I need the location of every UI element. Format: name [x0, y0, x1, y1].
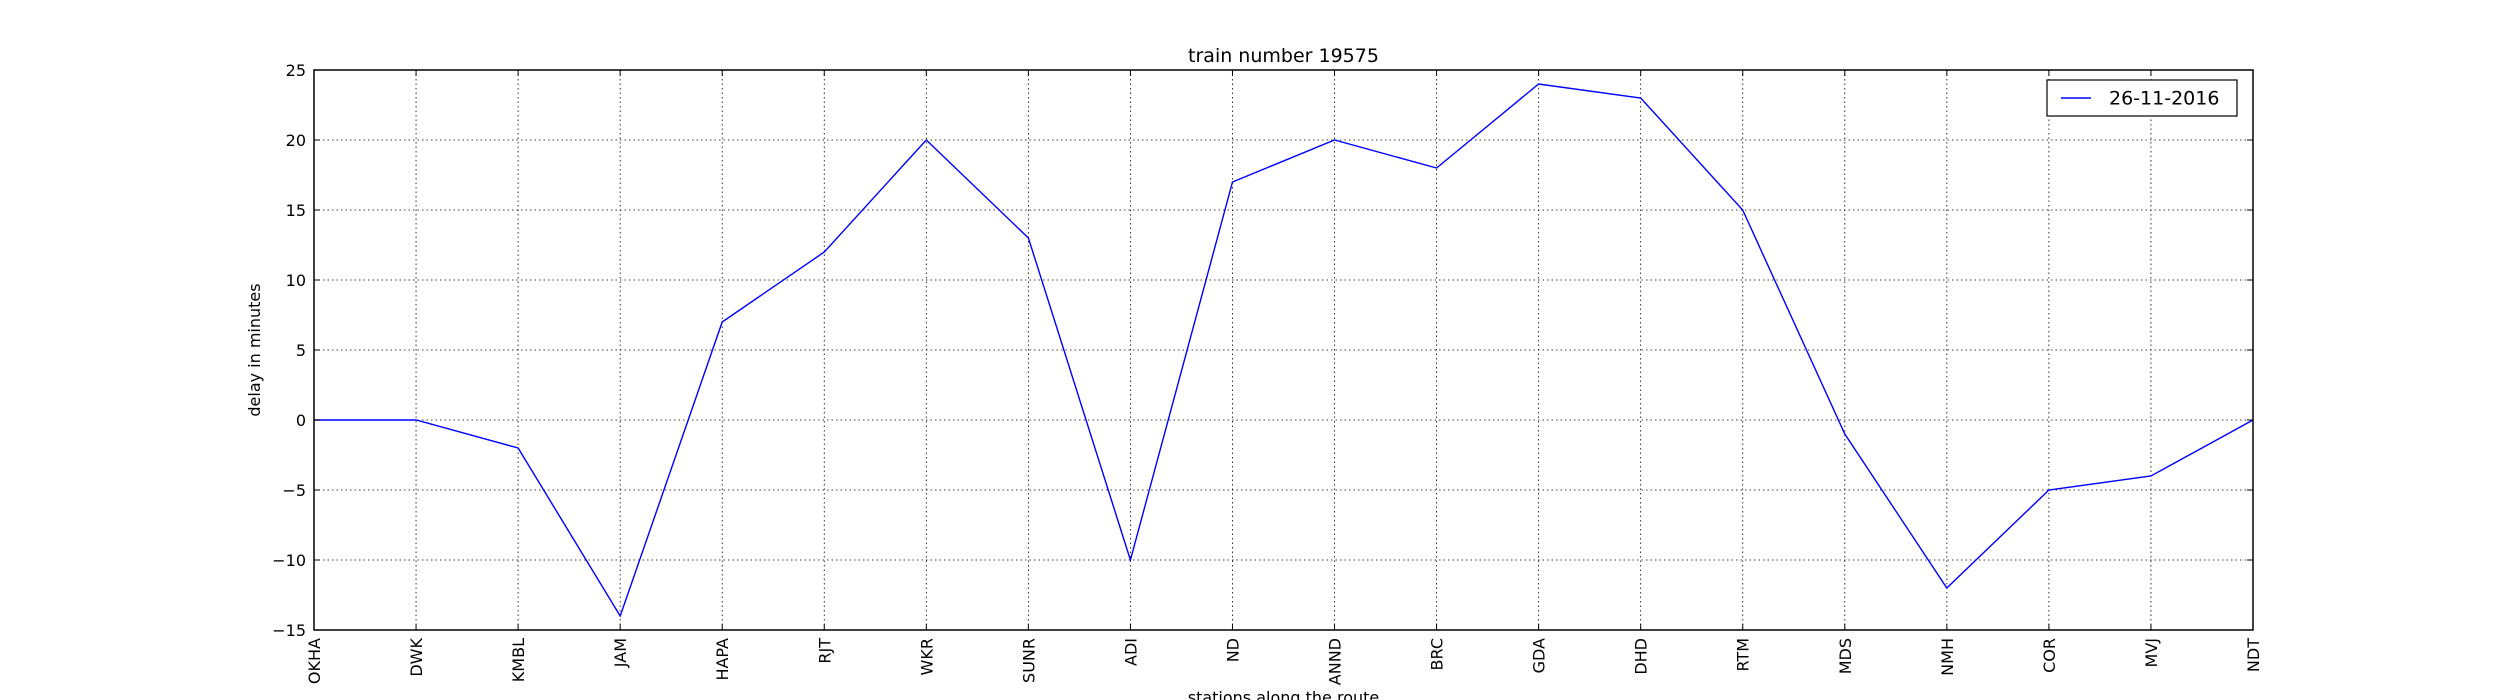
x-tick-label: MVJ [2142, 638, 2161, 667]
x-tick-label: BRC [1428, 638, 1447, 670]
x-tick-label: NMH [1938, 638, 1957, 676]
x-tick-label: DHD [1632, 638, 1651, 675]
y-tick-label: 15 [286, 201, 306, 220]
x-tick-label: GDA [1530, 638, 1549, 673]
y-tick-label: 10 [286, 271, 306, 290]
y-tick-label: 5 [296, 341, 306, 360]
x-tick-label: WKR [917, 638, 936, 675]
legend-label: 26-11-2016 [2109, 88, 2219, 110]
y-tick-label: 25 [286, 61, 306, 80]
y-tick-label: 20 [286, 131, 306, 150]
y-tick-label: −15 [272, 621, 306, 640]
x-axis-label: stations along the route [1188, 688, 1380, 700]
y-axis-label: delay in minutes [245, 283, 264, 416]
chart-title: train number 19575 [1188, 45, 1379, 67]
y-tick-label: −5 [282, 481, 306, 500]
legend: 26-11-2016 [2046, 79, 2238, 117]
x-tick-label: RTM [1734, 638, 1753, 672]
x-tick-label: MDS [1836, 638, 1855, 674]
x-tick-label: SUNR [1019, 638, 1038, 683]
y-tick-label: −10 [272, 551, 306, 570]
series-line [314, 83, 2254, 618]
y-tick-label: 0 [296, 411, 306, 430]
grid [314, 70, 2253, 630]
series-layer [314, 83, 2254, 618]
x-tick-label: NDT [2244, 638, 2263, 672]
ticks: OKHA DWK KMBL JAM HAPA RJT WKR SUNR ADI ND ANND BRC… [272, 61, 2263, 685]
x-tick-label: KMBL [509, 638, 528, 682]
x-tick-label: ADI [1121, 638, 1140, 666]
x-tick-label: OKHA [305, 638, 324, 684]
x-tick-label: ND [1223, 638, 1242, 662]
x-tick-label: HAPA [713, 638, 732, 681]
x-tick-label: ANND [1326, 638, 1345, 685]
x-tick-label: DWK [407, 638, 426, 677]
x-tick-label: COR [2040, 638, 2059, 673]
x-tick-label: JAM [611, 638, 630, 668]
x-tick-label: RJT [815, 638, 834, 664]
